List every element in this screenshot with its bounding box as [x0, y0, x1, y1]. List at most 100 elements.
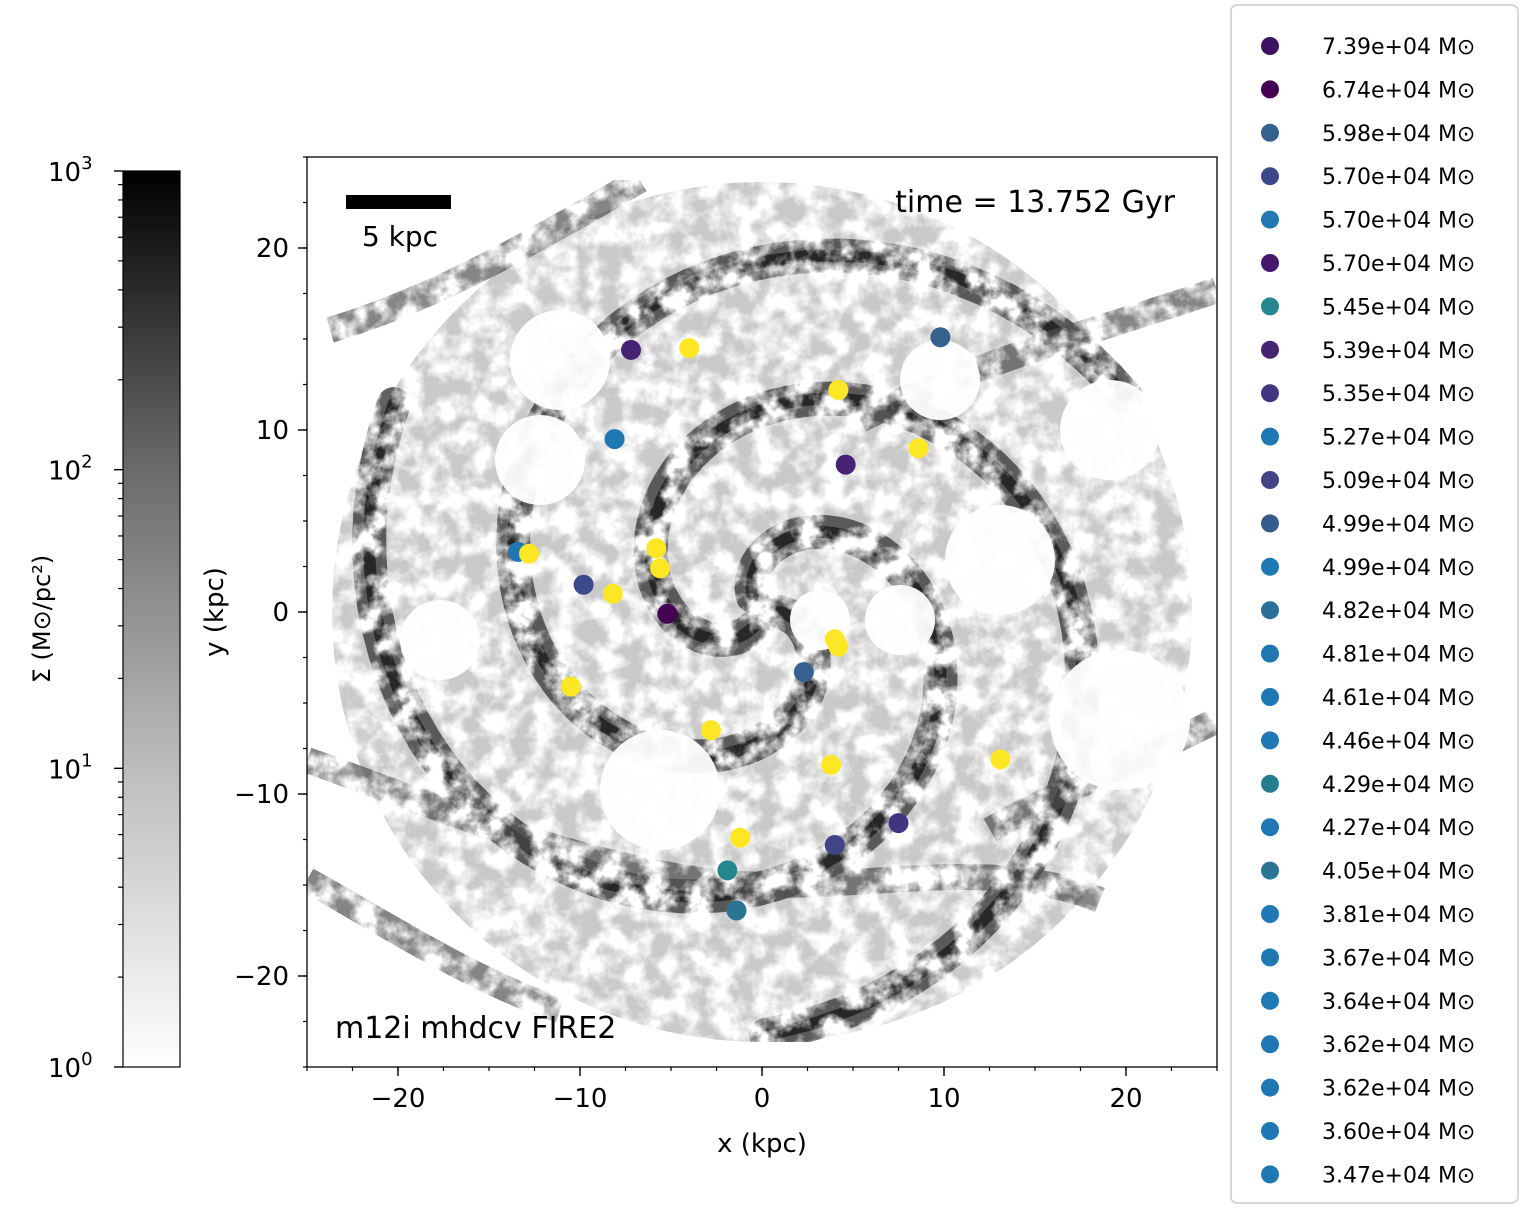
legend-marker	[1261, 644, 1279, 663]
legend-item: 3.62e+04 M⊙	[1261, 1033, 1475, 1058]
legend-marker	[1261, 601, 1279, 620]
legend-label: 6.74e+04 M⊙	[1322, 78, 1475, 103]
legend-item: 5.09e+04 M⊙	[1261, 469, 1475, 494]
x-tick-label: 0	[754, 1084, 771, 1114]
colorbar-gradient	[122, 170, 181, 1068]
legend-marker	[1261, 557, 1279, 576]
scatter-point	[519, 543, 539, 564]
scatter-point	[679, 338, 700, 359]
legend-item: 4.29e+04 M⊙	[1261, 773, 1475, 798]
legend-marker	[1261, 1122, 1279, 1140]
legend-marker	[1261, 1035, 1279, 1054]
legend-marker	[1261, 861, 1279, 880]
y-tick-label: 10	[256, 416, 289, 446]
y-axis-label: y (kpc)	[200, 567, 230, 657]
legend-item: 4.81e+04 M⊙	[1261, 643, 1475, 668]
legend-label: 3.60e+04 M⊙	[1322, 1120, 1475, 1145]
legend-item: 3.60e+04 M⊙	[1261, 1120, 1475, 1145]
legend-item: 5.98e+04 M⊙	[1261, 122, 1475, 147]
legend-label: 4.29e+04 M⊙	[1322, 773, 1475, 798]
legend-marker	[1261, 210, 1279, 229]
legend-item: 4.05e+04 M⊙	[1261, 860, 1475, 885]
legend-marker	[1261, 731, 1279, 750]
scatter-point	[930, 327, 951, 348]
scatter-point	[821, 754, 842, 775]
legend-label: 4.99e+04 M⊙	[1322, 556, 1475, 581]
legend-marker	[1261, 905, 1279, 923]
legend-item: 5.35e+04 M⊙	[1261, 382, 1475, 407]
x-tick-label: −10	[553, 1084, 608, 1114]
scatter-point	[828, 636, 849, 657]
legend-marker	[1261, 1165, 1279, 1184]
legend-marker	[1261, 514, 1279, 533]
legend-item: 4.61e+04 M⊙	[1261, 686, 1475, 711]
y-axis-ticks: −20 −10 0 10 20	[234, 156, 307, 1068]
legend-marker	[1261, 123, 1279, 142]
scale-bar	[346, 195, 451, 209]
x-axis-label: x (kpc)	[717, 1129, 807, 1159]
scatter-point	[646, 538, 667, 559]
scatter-point	[602, 583, 623, 604]
legend-item: 4.82e+04 M⊙	[1261, 599, 1475, 624]
legend-item: 5.70e+04 M⊙	[1261, 252, 1475, 277]
scale-bar-label: 5 kpc	[362, 220, 438, 253]
legend-label: 5.45e+04 M⊙	[1322, 295, 1475, 320]
legend-item: 5.45e+04 M⊙	[1261, 295, 1475, 320]
legend-item: 3.81e+04 M⊙	[1261, 903, 1475, 928]
legend-marker	[1261, 1078, 1279, 1097]
scatter-point	[828, 380, 849, 400]
gas-density-map	[307, 168, 1217, 1052]
scatter-point	[730, 827, 751, 848]
scatter-point	[726, 900, 747, 921]
legend-marker	[1261, 80, 1279, 99]
scatter-point	[701, 720, 721, 741]
x-tick-label: 10	[927, 1084, 960, 1114]
legend-label: 5.39e+04 M⊙	[1322, 339, 1475, 364]
legend-marker	[1261, 37, 1279, 55]
legend-marker	[1261, 384, 1279, 403]
legend-item: 3.64e+04 M⊙	[1261, 990, 1475, 1015]
legend-item: 3.67e+04 M⊙	[1261, 946, 1475, 971]
legend-label: 4.82e+04 M⊙	[1322, 599, 1475, 624]
legend-label: 4.81e+04 M⊙	[1322, 643, 1475, 668]
legend-marker	[1261, 991, 1279, 1010]
legend-items: 7.39e+04 M⊙ 6.74e+04 M⊙ 5.98e+04 M⊙ 5.70e+0…	[1261, 35, 1475, 1188]
scatter-point	[717, 860, 738, 881]
legend-marker	[1261, 471, 1279, 489]
legend-label: 4.46e+04 M⊙	[1322, 729, 1475, 754]
legend-label: 3.81e+04 M⊙	[1322, 903, 1475, 928]
scatter-point	[824, 835, 845, 855]
scatter-point	[835, 454, 856, 475]
scatter-point	[793, 662, 814, 683]
legend-marker	[1261, 818, 1279, 837]
legend-item: 4.46e+04 M⊙	[1261, 729, 1475, 754]
legend-item: 7.39e+04 M⊙	[1261, 35, 1475, 60]
colorbar-tick-labels: 103 102 101 100	[48, 153, 93, 1084]
scatter-point	[573, 574, 594, 595]
legend-marker	[1261, 297, 1279, 316]
legend-label: 5.09e+04 M⊙	[1322, 469, 1475, 494]
scatter-point	[604, 429, 625, 450]
colorbar-label: Σ (M⊙/pc²)	[28, 555, 56, 683]
legend-label: 4.05e+04 M⊙	[1322, 860, 1475, 885]
legend-item: 5.39e+04 M⊙	[1261, 339, 1475, 364]
legend-marker	[1261, 774, 1279, 793]
legend-label: 5.27e+04 M⊙	[1322, 426, 1475, 451]
legend-label: 3.62e+04 M⊙	[1322, 1033, 1475, 1058]
legend-item: 5.27e+04 M⊙	[1261, 426, 1475, 451]
legend-label: 4.99e+04 M⊙	[1322, 512, 1475, 537]
legend-item: 4.27e+04 M⊙	[1261, 816, 1475, 841]
legend-item: 4.99e+04 M⊙	[1261, 556, 1475, 581]
scatter-point	[560, 676, 581, 697]
y-tick-label: −20	[234, 962, 289, 992]
legend-label: 5.70e+04 M⊙	[1322, 209, 1475, 234]
colorbar-tick-label: 103	[48, 153, 93, 188]
legend-frame	[1230, 4, 1519, 1204]
legend-item: 4.99e+04 M⊙	[1261, 512, 1475, 537]
legend-label: 4.27e+04 M⊙	[1322, 816, 1475, 841]
scatter-point	[621, 339, 641, 360]
legend: 7.39e+04 M⊙ 6.74e+04 M⊙ 5.98e+04 M⊙ 5.70e+0…	[1230, 4, 1519, 1204]
legend-label: 5.70e+04 M⊙	[1322, 165, 1475, 190]
